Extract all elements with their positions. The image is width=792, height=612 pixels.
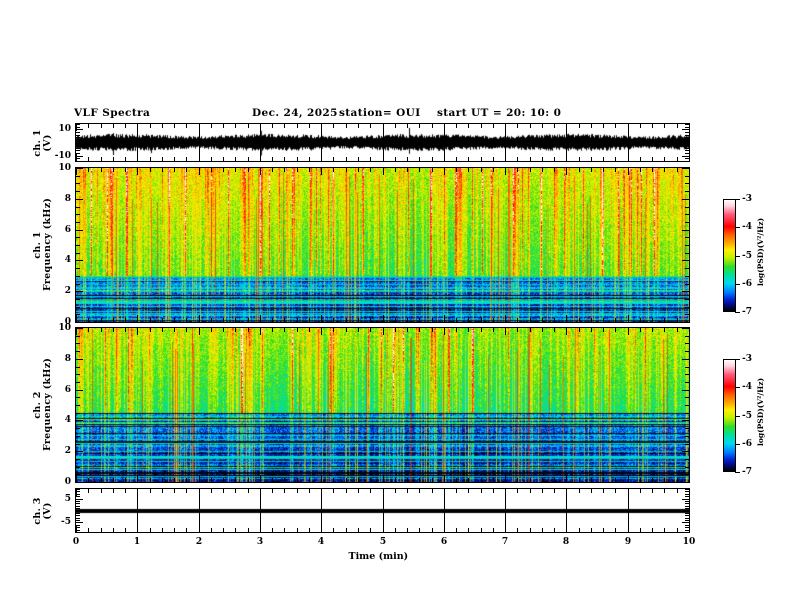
x-tick-label: 2: [195, 537, 203, 547]
y-tick: [76, 532, 80, 533]
page-title: VLF Spectra: [74, 107, 151, 119]
colorbar-tick-label: -5: [742, 251, 752, 261]
y-tick: [682, 482, 689, 483]
x-tick-label: 10: [682, 537, 696, 547]
x-tick-label: 4: [317, 537, 325, 547]
y-tick-label: 10: [58, 323, 71, 333]
y-tick-label: 0: [64, 477, 71, 487]
y-tick: [685, 532, 689, 533]
ch1-waveform-trace: [76, 124, 689, 161]
y-tick: [685, 161, 689, 162]
x-tick-label: 6: [440, 537, 448, 547]
y-tick-label: 10: [58, 124, 71, 134]
x-tick-label: 5: [379, 537, 387, 547]
y-axis-title-unit: Frequency (kHz): [42, 197, 53, 291]
x-tick: [689, 489, 690, 496]
y-axis-title: ch. 2 Frequency (kHz): [32, 357, 53, 451]
x-tick: [689, 168, 690, 175]
x-tick: [689, 525, 690, 532]
y-tick-label: 4: [64, 255, 71, 265]
header-start-ut: start UT = 20: 10: 0: [437, 107, 562, 119]
y-tick-label: 5: [64, 494, 71, 504]
colorbar-title: log(PSD)(V²/Hz): [756, 377, 765, 446]
y-tick-label: 4: [64, 415, 71, 425]
colorbar-tick-label: -4: [742, 382, 752, 392]
y-tick: [682, 322, 689, 323]
x-tick-label: 9: [624, 537, 632, 547]
colorbar-title: log(PSD)(V²/Hz): [756, 217, 765, 286]
y-tick: [76, 322, 83, 323]
colorbar-tick-label: -6: [742, 439, 752, 449]
x-tick-label: 8: [562, 537, 570, 547]
x-tick: [689, 154, 690, 161]
y-tick-label: 8: [64, 354, 71, 364]
ch1-spectrogram-image: [76, 168, 689, 322]
colorbar-tick-label: -6: [742, 279, 752, 289]
ch2-spectrogram-image: [76, 328, 689, 482]
colorbar-tick-label: -4: [742, 222, 752, 232]
colorbar-tick: [735, 256, 740, 257]
y-tick-label: -5: [61, 517, 71, 527]
y-axis-title: ch. 3 (V): [32, 489, 53, 533]
colorbar-tick: [735, 387, 740, 388]
colorbar-ch1: [723, 199, 736, 312]
colorbar-tick: [735, 199, 740, 200]
panel-ch1-spectrogram: [75, 167, 690, 323]
ch3-waveform-trace: [76, 489, 689, 532]
figure-header: VLF Spectra Dec. 24, 2025 station= OUI s…: [74, 107, 690, 123]
y-axis-title-unit: (V): [42, 501, 53, 520]
panel-ch1-waveform: [75, 123, 690, 162]
header-station: station= OUI: [339, 107, 421, 119]
y-tick-label: 6: [64, 225, 71, 235]
panel-ch2-spectrogram: [75, 327, 690, 483]
y-axis-title-unit: Frequency (kHz): [42, 357, 53, 451]
colorbar-ch2: [723, 359, 736, 472]
colorbar-tick: [735, 312, 740, 313]
x-tick: [689, 475, 690, 482]
y-axis-title: ch. 1 (V): [32, 121, 53, 165]
x-tick-label: 7: [501, 537, 509, 547]
colorbar-tick: [735, 444, 740, 445]
y-tick-label: 2: [64, 446, 71, 456]
colorbar-tick: [735, 227, 740, 228]
colorbar-tick-label: -3: [742, 194, 752, 204]
y-tick: [76, 161, 80, 162]
colorbar-tick: [735, 416, 740, 417]
x-tick-label: 1: [133, 537, 141, 547]
colorbar-tick-label: -7: [742, 467, 752, 477]
x-tick: [689, 315, 690, 322]
panel-ch3-waveform: [75, 488, 690, 533]
y-tick-label: 0: [64, 317, 71, 327]
colorbar-tick: [735, 472, 740, 473]
colorbar-tick-label: -7: [742, 307, 752, 317]
colorbar-tick-label: -5: [742, 411, 752, 421]
y-tick: [76, 482, 83, 483]
colorbar-tick: [735, 284, 740, 285]
y-tick-label: 2: [64, 286, 71, 296]
y-tick-label: 10: [58, 163, 71, 173]
colorbar-tick-label: -3: [742, 354, 752, 364]
x-tick-label: 0: [72, 537, 80, 547]
x-axis-title: Time (min): [348, 551, 409, 562]
x-tick-label: 3: [256, 537, 264, 547]
x-tick: [689, 124, 690, 131]
y-tick-label: 6: [64, 385, 71, 395]
y-axis-title-unit: (V): [42, 133, 53, 152]
y-tick-label: 8: [64, 194, 71, 204]
colorbar-tick: [735, 359, 740, 360]
y-tick-label: -10: [54, 151, 71, 161]
x-tick: [689, 328, 690, 335]
y-axis-title: ch. 1 Frequency (kHz): [32, 197, 53, 291]
header-date: Dec. 24, 2025: [252, 107, 338, 119]
